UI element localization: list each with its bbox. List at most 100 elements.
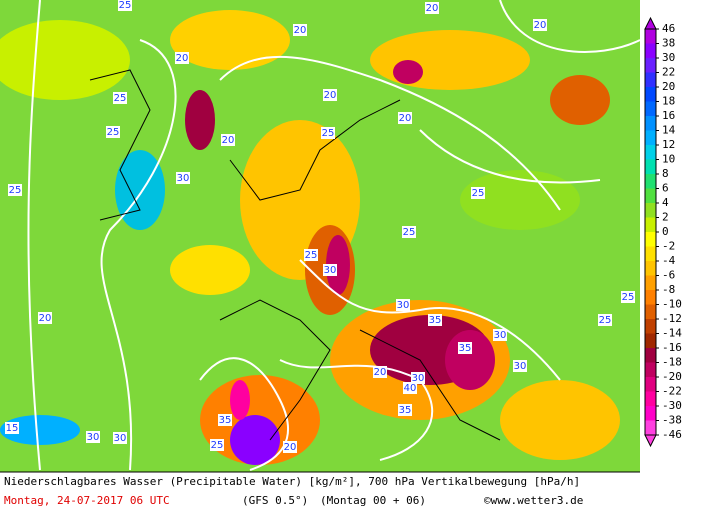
contour-label-box — [5, 422, 19, 434]
contour-label-box — [398, 112, 412, 124]
contour-label-box — [411, 372, 425, 384]
contour-label: 35 — [429, 315, 442, 326]
contour-label-box — [118, 0, 132, 11]
colorbar-label: 6 — [662, 182, 669, 195]
contour-label: 40 — [404, 383, 417, 394]
colorbar-label: -22 — [662, 385, 682, 398]
colorbar-band — [645, 362, 656, 377]
colorbar-label: 38 — [662, 37, 675, 50]
contour-label-box — [175, 52, 189, 64]
contour-label-box — [402, 226, 416, 238]
contour-label: 25 — [211, 440, 224, 451]
contour-label: 30 — [177, 173, 190, 184]
colorbar-band — [645, 232, 656, 247]
colorbar-label: 14 — [662, 124, 676, 137]
colorbar-band — [645, 246, 656, 261]
contour-label: 20 — [294, 25, 307, 36]
coastlines — [89, 69, 501, 441]
colorbar-label: -38 — [662, 414, 682, 427]
contour-label-box — [321, 127, 335, 139]
contour-label-box — [106, 126, 120, 138]
footer-source: ©www.wetter3.de — [484, 494, 583, 507]
colorbar-band — [645, 58, 656, 73]
footer-date: Montag, 24-07-2017 06 UTC — [4, 494, 170, 507]
contour-label-box — [533, 19, 547, 31]
footer-run: (Montag 00 + 06) — [320, 494, 426, 507]
contour-label: 35 — [219, 415, 232, 426]
contour-label-box — [398, 404, 412, 416]
contour-label-box — [458, 342, 472, 354]
colorbar-band — [645, 319, 656, 334]
contour-label: 20 — [399, 113, 412, 124]
contour-label: 30 — [324, 265, 337, 276]
colorbar-band — [645, 203, 656, 218]
colorbar-band — [645, 116, 656, 131]
colorbar-label: -46 — [662, 428, 682, 441]
contour-label: 25 — [599, 315, 612, 326]
colorbar-band — [645, 130, 656, 145]
contour-label-box — [598, 314, 612, 326]
colorbar-label: 20 — [662, 80, 675, 93]
contour-label: 30 — [412, 373, 425, 384]
contour-label: 30 — [114, 433, 127, 444]
colorbar-label: 12 — [662, 138, 675, 151]
contour-label-box — [471, 187, 485, 199]
contour-label: 25 — [403, 227, 416, 238]
contour-label: 20 — [324, 90, 337, 101]
contour-label-box — [323, 89, 337, 101]
colorbar-band — [645, 188, 656, 203]
map — [0, 0, 641, 472]
contour-label-box — [403, 382, 417, 394]
contour-label-box — [428, 314, 442, 326]
contour-label: 35 — [399, 405, 412, 416]
contour-label-box — [293, 24, 307, 36]
colorbar-band — [645, 87, 656, 102]
contour-label-box — [176, 172, 190, 184]
colorbar-label: -12 — [662, 312, 682, 325]
colorbar-band — [645, 290, 656, 305]
contour-label-box — [513, 360, 527, 372]
colorbar-label: -16 — [662, 341, 682, 354]
colorbar-label: 8 — [662, 167, 669, 180]
contour-label: 25 — [114, 93, 127, 104]
contour-label-box — [113, 432, 127, 444]
contour-label: 20 — [39, 313, 52, 324]
colorbar-band — [645, 43, 656, 58]
colorbar-band — [645, 406, 656, 421]
contours — [27, 0, 641, 471]
colorbar-label: 2 — [662, 211, 669, 224]
contour-label-box — [210, 439, 224, 451]
contour-label: 35 — [459, 343, 472, 354]
colorbar-label: 10 — [662, 153, 675, 166]
colorbar-label: 4 — [662, 196, 669, 209]
colorbar-band — [645, 333, 656, 348]
colorbar-band — [645, 159, 656, 174]
footer-model: (GFS 0.5°) — [242, 494, 308, 507]
contour-label: 25 — [107, 127, 120, 138]
colorbar-band — [645, 101, 656, 116]
colorbar-band — [645, 391, 656, 406]
colorbar-label: -8 — [662, 283, 675, 296]
colorbar-label: -10 — [662, 298, 682, 311]
contour-label-box — [38, 312, 52, 324]
colorbar-band — [645, 275, 656, 290]
contour-label: 20 — [284, 442, 297, 453]
colorbar-band — [645, 72, 656, 87]
colorbar-band — [645, 145, 656, 160]
colorbar-band — [645, 348, 656, 363]
colorbar-label: 0 — [662, 225, 669, 238]
colorbar-label: -30 — [662, 399, 682, 412]
colorbar-label: -14 — [662, 327, 682, 340]
contour-label: 20 — [176, 53, 189, 64]
contour-label-box — [425, 2, 439, 14]
contour-label: 30 — [397, 300, 410, 311]
contour-label-box — [373, 366, 387, 378]
contour-label-box — [304, 249, 318, 261]
colorbar-band — [645, 174, 656, 189]
colorbar-band — [645, 217, 656, 232]
contour-label-box — [86, 431, 100, 443]
colorbar-band — [645, 304, 656, 319]
colorbar-label: 16 — [662, 109, 675, 122]
footer-title: Niederschlagbares Wasser (Precipitable W… — [4, 475, 580, 488]
contour-label: 25 — [472, 188, 485, 199]
